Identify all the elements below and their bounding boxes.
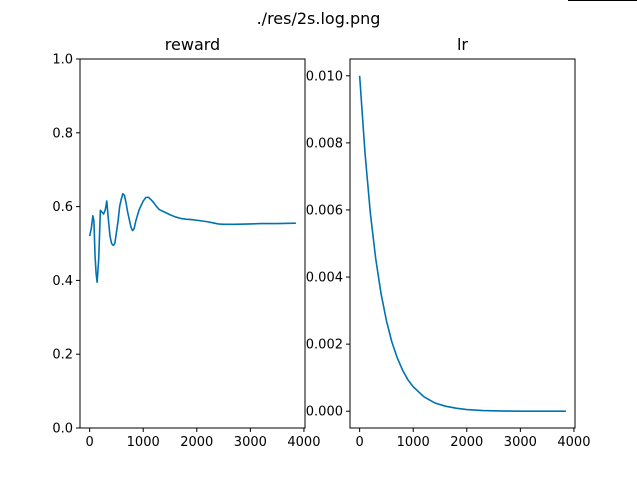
reward-x-tick-label: 4000: [287, 435, 320, 450]
reward-x-tick-label: 0: [86, 435, 94, 450]
reward-x-tick-label: 1000: [127, 435, 160, 450]
lr-x-tick-label: 2000: [450, 435, 483, 450]
top-edge-line: [568, 0, 637, 1]
lr-title: lr: [457, 35, 468, 54]
reward-x-tick-label: 3000: [234, 435, 267, 450]
lr-y-tick-label: 0.002: [306, 338, 343, 353]
figure-title: ./res/2s.log.png: [256, 9, 381, 28]
reward-title: reward: [165, 35, 220, 54]
lr-y-tick-label: 0.004: [306, 271, 343, 286]
reward-series-line: [88, 192, 296, 284]
lr-x-tick-label: 1000: [397, 435, 430, 450]
reward-y-tick-label: 1.0: [52, 53, 73, 68]
lr-y-tick-label: 0.010: [306, 69, 343, 84]
lr-axes-frame: [349, 58, 576, 429]
reward-y-tick-label: 0.8: [52, 126, 73, 141]
reward-x-tick-label: 2000: [180, 435, 213, 450]
lr-x-tick-label: 4000: [557, 435, 590, 450]
lr-y-tick-label: 0.008: [306, 136, 343, 151]
reward-panel: reward 0 1000 2000 3000 4000 0.0 0.2 0.4 0.6 0.8 1.…: [52, 35, 320, 450]
reward-y-tick-label: 0.6: [52, 200, 73, 215]
reward-y-tick-label: 0.0: [52, 422, 73, 437]
lr-x-tick-label: 3000: [504, 435, 537, 450]
lr-y-tick-label: 0.006: [306, 203, 343, 218]
reward-axes-frame: [79, 58, 306, 429]
reward-y-tick-label: 0.2: [52, 348, 73, 363]
lr-panel: lr 0 1000 2000 3000 4000 0.000 0.002 0.004 0.006 0…: [306, 35, 591, 450]
reward-y-tick-label: 0.4: [52, 274, 73, 289]
lr-series-line: [358, 75, 566, 413]
lr-y-tick-label: 0.000: [306, 405, 343, 420]
lr-x-tick-label: 0: [356, 435, 364, 450]
